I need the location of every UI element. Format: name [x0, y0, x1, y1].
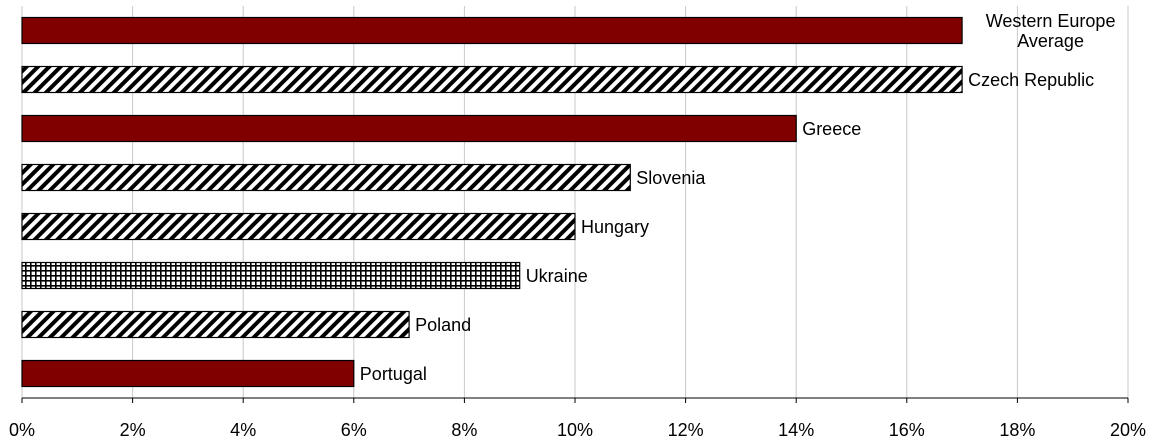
- bar: [21, 114, 797, 143]
- bar: [21, 359, 355, 388]
- x-tick-label: 12%: [667, 420, 704, 440]
- bar-label: Czech Republic: [968, 69, 1095, 90]
- bar: [21, 65, 963, 94]
- x-tick-label: 16%: [888, 420, 925, 440]
- bar: [21, 16, 963, 45]
- bar-label: Western Europe Average: [985, 10, 1116, 51]
- x-tick-label: 20%: [1109, 420, 1147, 440]
- bar-label: Greece: [802, 118, 862, 139]
- bar-label: Slovenia: [636, 167, 706, 188]
- x-tick-label: 8%: [451, 420, 478, 440]
- x-tick-label: 2%: [119, 420, 146, 440]
- bar: [21, 261, 521, 290]
- bar-label: Ukraine: [525, 265, 588, 286]
- bar-label: Poland: [415, 314, 472, 335]
- x-tick-label: 4%: [230, 420, 257, 440]
- bar: [21, 310, 410, 339]
- bar: [21, 163, 631, 192]
- bar-label: Portugal: [359, 363, 427, 384]
- x-tick-label: 0%: [8, 420, 36, 440]
- bar-label: Hungary: [581, 216, 650, 237]
- x-tick-label: 10%: [556, 420, 594, 440]
- bar: [21, 212, 576, 241]
- x-tick-label: 6%: [340, 420, 367, 440]
- x-tick-label: 14%: [778, 420, 815, 440]
- x-tick-label: 18%: [999, 420, 1036, 440]
